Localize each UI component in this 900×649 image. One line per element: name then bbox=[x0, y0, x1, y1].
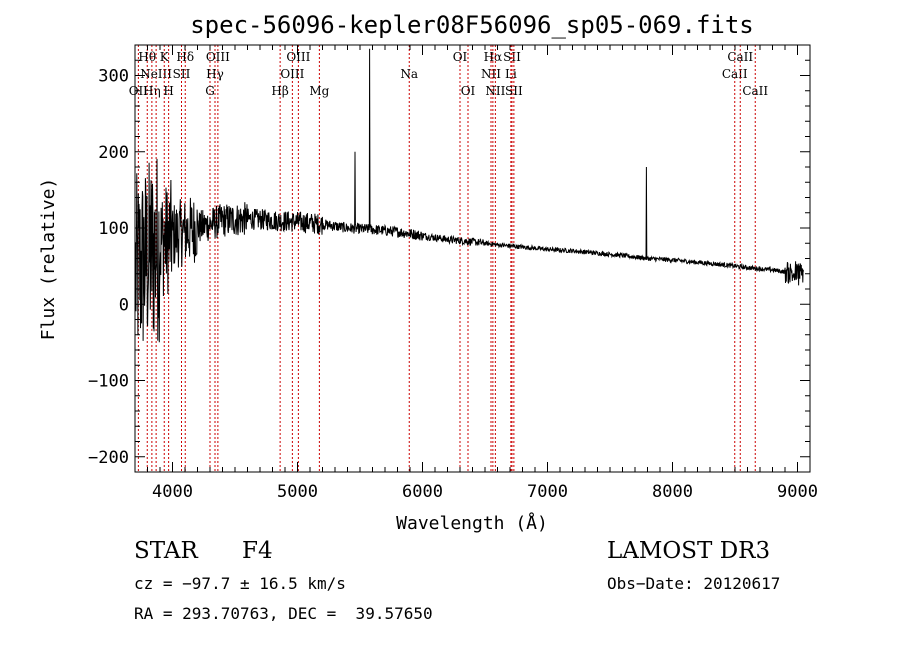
y-tick-label: 200 bbox=[98, 143, 129, 163]
x-tick-label: 4000 bbox=[152, 482, 193, 502]
spectrum-line bbox=[135, 48, 804, 343]
line-label: Hγ bbox=[206, 67, 224, 81]
line-label: Hα bbox=[484, 50, 503, 64]
axis-ticks: 4000 5000 6000 7000 8000 9000 −200 −100 0 100 200 3… bbox=[88, 44, 818, 502]
spectrum-series bbox=[135, 48, 804, 343]
y-tick-label: −100 bbox=[88, 372, 129, 392]
chart-title: spec-56096-kepler08F56096_sp05-069.fits bbox=[190, 11, 754, 39]
y-tick-label: 0 bbox=[119, 295, 129, 315]
line-label: NeIII bbox=[140, 67, 172, 81]
line-label: CaII bbox=[722, 67, 748, 81]
line-label: Na bbox=[400, 67, 418, 81]
line-label: Hη bbox=[143, 84, 161, 98]
line-label: CaII bbox=[727, 50, 753, 64]
line-label: CaII bbox=[742, 84, 768, 98]
line-label: H bbox=[163, 84, 173, 98]
line-label: Mg bbox=[309, 84, 329, 98]
y-tick-label: 300 bbox=[98, 67, 129, 87]
object-class: STAR bbox=[134, 538, 198, 564]
line-label: SII bbox=[505, 84, 523, 98]
line-label: Hδ bbox=[176, 50, 194, 64]
plot-frame bbox=[134, 44, 811, 473]
line-label: SII bbox=[503, 50, 521, 64]
line-label: OI bbox=[453, 50, 468, 64]
y-tick-label: 100 bbox=[98, 219, 129, 239]
line-label: NII bbox=[485, 84, 505, 98]
obs-date-readout: Obs−Date: 20120617 bbox=[607, 574, 781, 593]
x-tick-label: 5000 bbox=[277, 482, 318, 502]
x-tick-label: 7000 bbox=[527, 482, 568, 502]
y-tick-label: −200 bbox=[88, 448, 129, 468]
x-tick-label: 8000 bbox=[652, 482, 693, 502]
line-label: Hθ bbox=[138, 50, 156, 64]
redshift-readout: cz = −97.7 ± 16.5 km/s bbox=[134, 574, 346, 593]
line-label: OIII bbox=[206, 50, 230, 64]
line-label: OI bbox=[461, 84, 476, 98]
y-axis-label: Flux (relative) bbox=[38, 178, 59, 341]
object-subclass: F4 bbox=[242, 538, 273, 564]
x-axis-label: Wavelength (Å) bbox=[396, 512, 548, 534]
line-label: G bbox=[205, 84, 215, 98]
line-label: Li bbox=[505, 67, 517, 81]
x-tick-label: 9000 bbox=[777, 482, 818, 502]
line-label: NII bbox=[481, 67, 501, 81]
survey-label: LAMOST DR3 bbox=[607, 538, 771, 564]
line-label: Hβ bbox=[271, 84, 288, 98]
line-label: OIII bbox=[280, 67, 304, 81]
line-label: OIII bbox=[286, 50, 310, 64]
x-tick-label: 6000 bbox=[402, 482, 443, 502]
coordinates-readout: RA = 293.70763, DEC = 39.57650 bbox=[134, 604, 433, 623]
line-label: SII bbox=[173, 67, 191, 81]
line-label: K bbox=[160, 50, 170, 64]
